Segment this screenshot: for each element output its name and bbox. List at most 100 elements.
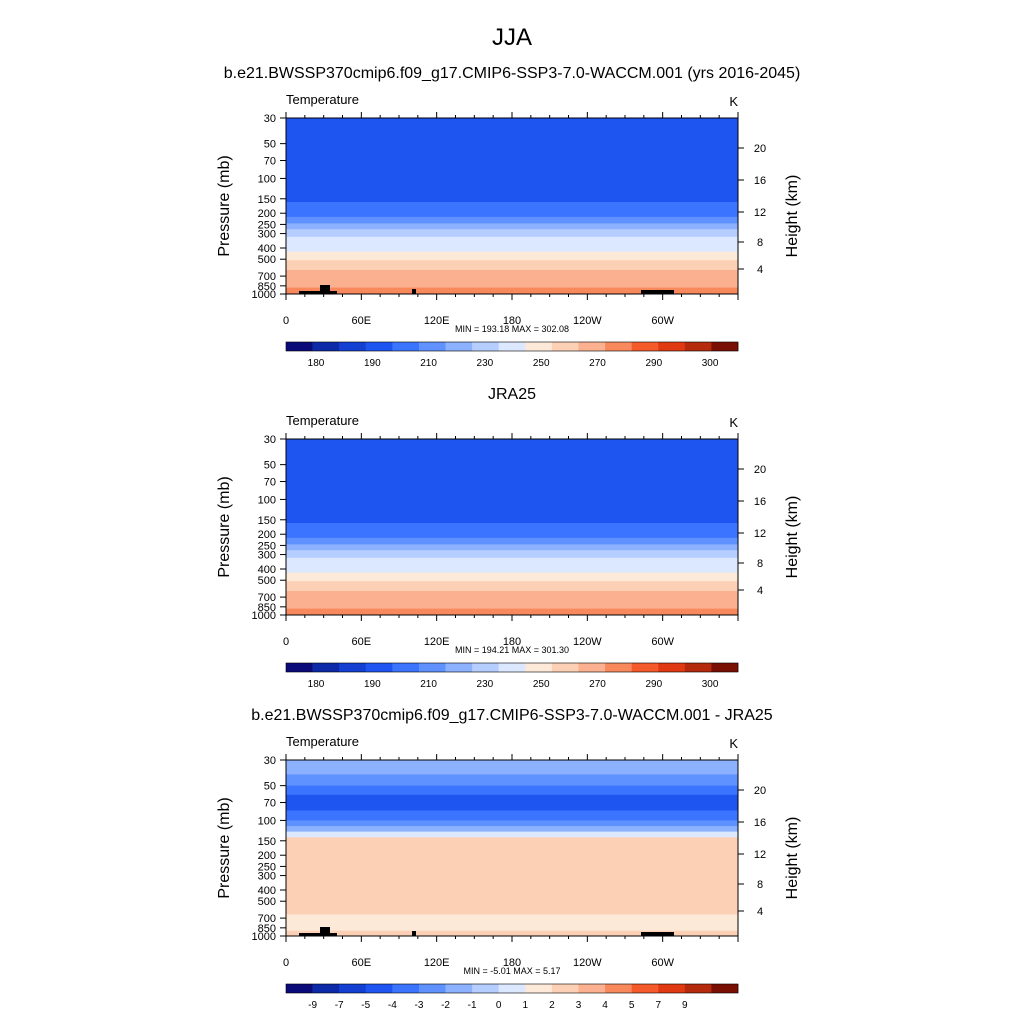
contour-band [286,202,738,210]
x-tick-label: 60E [352,636,372,648]
colorbar-label: 300 [702,358,719,369]
contour-band [286,608,738,616]
colorbar-swatch [551,663,579,672]
y-right-tick-label: 20 [754,143,766,155]
y-tick-label: 850 [258,923,276,935]
y-right-tick-label: 4 [757,264,763,276]
colorbar-swatch [684,342,712,351]
x-tick-label: 120E [424,636,450,648]
colorbar-swatch [684,663,712,672]
contour-band [286,270,738,281]
colorbar-swatch [392,663,420,672]
contour-band [286,794,738,811]
y-tick-label: 70 [264,798,276,810]
contour-band [286,193,738,203]
colorbar-swatch [578,984,606,993]
colorbar-label: 230 [477,358,494,369]
y-tick-label: 1000 [252,289,276,301]
contour-band [286,223,738,230]
contour-band [286,209,738,218]
x-tick-label: 120W [573,957,602,969]
y-tick-label: 1000 [252,610,276,622]
colorbar-swatch [286,984,313,993]
y-tick-label: 500 [258,254,276,266]
contour-band [286,229,738,238]
y-right-tick-label: 8 [757,558,763,570]
y-tick-label: 700 [258,592,276,604]
x-tick-label: 120W [573,315,602,327]
contour-band [286,537,738,545]
colorbar-label: 270 [589,358,606,369]
colorbar-label: -2 [441,1000,450,1011]
topography-mark [320,285,330,294]
contour-band [286,837,738,915]
colorbar-label: -3 [414,1000,423,1011]
colorbar-label: -4 [388,1000,397,1011]
y-tick-label: 300 [258,550,276,562]
contour-band [286,550,738,559]
colorbar-swatch [392,342,420,351]
colorbar-frame [285,341,739,352]
colorbar-swatch [631,984,659,993]
colorbar-swatch [658,663,686,672]
panel-title: JRA25 [488,386,536,403]
colorbar-label: 7 [655,1000,661,1011]
y-tick-label: 400 [258,885,276,897]
y-axis-label: Pressure (mb) [216,476,233,577]
x-tick-label: 180 [503,315,521,327]
colorbar-swatch [658,984,686,993]
contour-band [286,810,738,821]
contour-band [286,831,738,838]
contour-band [286,287,738,295]
y-right-tick-label: 4 [757,906,763,918]
colorbar-swatch [631,663,659,672]
y-right-tick-label: 16 [754,175,766,187]
y-right-tick-label: 8 [757,879,763,891]
colorbar-label: 4 [602,1000,608,1011]
y-right-tick-label: 12 [754,528,766,540]
y-tick-label: 150 [258,515,276,527]
y-tick-label: 250 [258,861,276,873]
colorbar-swatch [472,984,500,993]
y-tick-label: 700 [258,913,276,925]
colorbar-label: -9 [308,1000,317,1011]
colorbar-label: 250 [533,679,550,690]
y-tick-label: 150 [258,836,276,848]
topography-mark [641,932,674,936]
y-tick-label: 250 [258,219,276,231]
panel-3: b.e21.BWSSP370cmip6.f09_g17.CMIP6-SSP3-7… [216,707,801,1011]
colorbar-label: 300 [702,679,719,690]
colorbar-swatch [312,984,340,993]
contour-band [286,601,738,610]
topography-mark [299,933,337,936]
colorbar-label: 250 [533,358,550,369]
colorbar-label: 180 [308,358,325,369]
colorbar-swatch [286,663,313,672]
colorbar-swatch [365,342,393,351]
panel-units-label: K [729,415,738,430]
colorbar-swatch [445,342,473,351]
y-right-tick-label: 12 [754,207,766,219]
colorbar-label: 180 [308,679,325,690]
panels: b.e21.BWSSP370cmip6.f09_g17.CMIP6-SSP3-7… [216,65,801,1011]
colorbar-swatch [684,984,712,993]
contour-band [286,236,738,245]
y-right-tick-label: 16 [754,817,766,829]
y-right-axis-label: Height (km) [784,496,801,579]
contour-band [286,523,738,531]
y-right-tick-label: 16 [754,496,766,508]
colorbar-label: -1 [468,1000,477,1011]
y-tick-label: 850 [258,281,276,293]
colorbar-swatch [472,663,500,672]
colorbar-swatch [711,663,739,672]
colorbar-label: 290 [645,358,662,369]
panel-stats: MIN = 193.18 MAX = 302.08 [455,324,569,334]
panel-units-label: K [729,94,738,109]
panel-variable-label: Temperature [286,92,359,107]
panel-title: b.e21.BWSSP370cmip6.f09_g17.CMIP6-SSP3-7… [251,707,773,724]
colorbar-swatch [339,342,367,351]
colorbar-label: -5 [361,1000,370,1011]
y-right-tick-label: 20 [754,464,766,476]
contour-band [286,581,738,592]
